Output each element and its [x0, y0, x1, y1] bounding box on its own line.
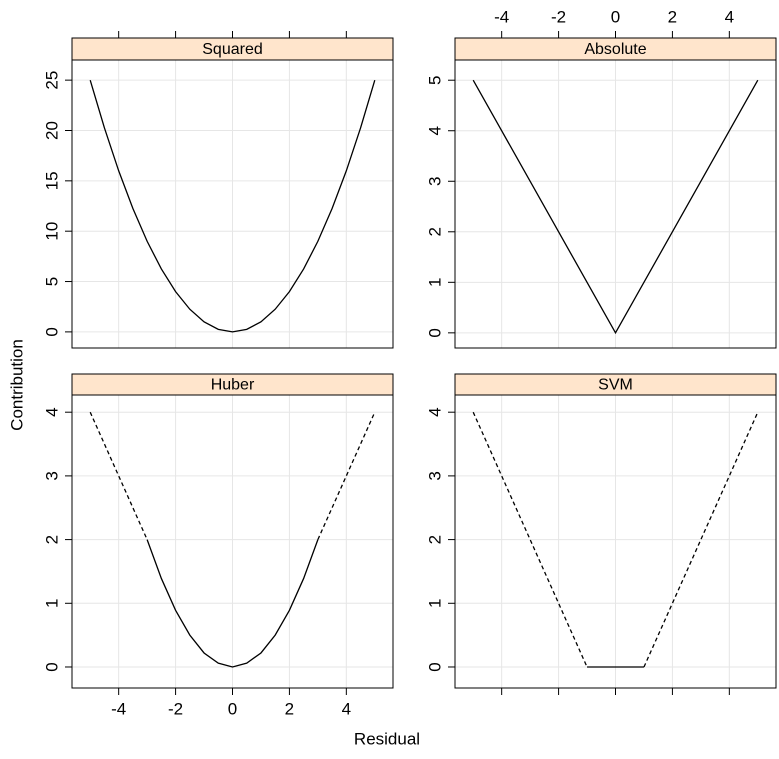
x-axis-label: Residual — [354, 729, 420, 748]
y-tick-label: 10 — [42, 222, 61, 241]
y-tick-label: 1 — [425, 278, 444, 287]
y-tick-label: 2 — [425, 227, 444, 236]
y-tick-label: 0 — [425, 662, 444, 671]
y-tick-label: 0 — [42, 662, 61, 671]
y-tick-label: 3 — [425, 471, 444, 480]
x-tick-label: -4 — [111, 699, 126, 718]
y-tick-label: 1 — [425, 599, 444, 608]
y-tick-label: 2 — [42, 535, 61, 544]
y-tick-label: 5 — [42, 277, 61, 286]
curve — [89, 411, 376, 540]
y-tick-label: 4 — [42, 407, 61, 416]
curve — [472, 79, 759, 335]
x-tick-label: 0 — [228, 699, 237, 718]
y-tick-label: 25 — [42, 71, 61, 90]
panel-border — [454, 59, 777, 349]
y-tick-label: 4 — [425, 407, 444, 416]
x-tick-label: -2 — [551, 7, 566, 26]
y-tick-label: 2 — [425, 535, 444, 544]
y-tick-label: 5 — [425, 75, 444, 84]
y-tick-label: 0 — [425, 328, 444, 337]
panel-title: SVM — [598, 377, 633, 394]
panel-title: Huber — [211, 377, 255, 394]
x-tick-label: 4 — [725, 7, 734, 26]
x-tick-label: 2 — [285, 699, 294, 718]
panel-border — [71, 59, 394, 349]
y-tick-label: 1 — [42, 599, 61, 608]
x-tick-label: -2 — [168, 699, 183, 718]
curve — [89, 79, 376, 333]
panel-border — [71, 394, 394, 689]
x-tick-label: -4 — [494, 7, 509, 26]
x-tick-label: 0 — [611, 7, 620, 26]
y-tick-label: 20 — [42, 121, 61, 140]
y-tick-label: 15 — [42, 171, 61, 190]
curve — [146, 539, 319, 668]
y-tick-label: 4 — [425, 126, 444, 135]
curve — [472, 411, 759, 668]
panel-border — [454, 394, 777, 689]
x-tick-label: 2 — [668, 7, 677, 26]
panel-title: Absolute — [584, 41, 646, 58]
panel-title: Squared — [202, 41, 263, 58]
y-axis-label: Contribution — [7, 339, 26, 431]
y-tick-label: 0 — [42, 327, 61, 336]
y-tick-label: 3 — [425, 177, 444, 186]
y-tick-label: 3 — [42, 471, 61, 480]
x-tick-label: 4 — [342, 699, 351, 718]
